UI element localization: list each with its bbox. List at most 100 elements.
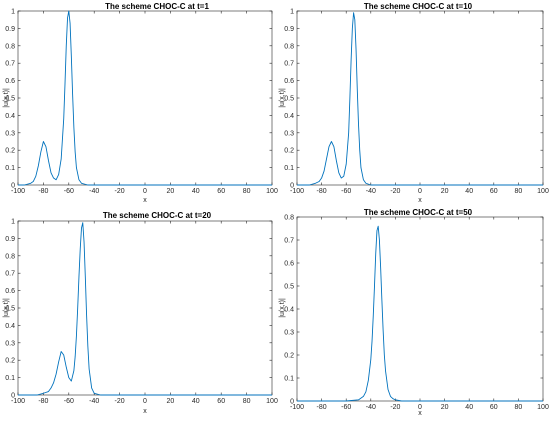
x-tick-label: -80 [317,188,327,195]
axes-frame [296,10,544,186]
y-tick-label: 0.5 [284,96,294,103]
y-tick-label: 0.2 [5,358,15,365]
series-line [18,222,272,396]
x-tick-label: 20 [441,404,449,411]
x-tick-label: 100 [266,398,278,405]
x-tick-label: 0 [143,188,147,195]
x-tick-label: -40 [89,188,99,195]
x-tick-label: 60 [490,404,498,411]
y-tick-label: 0.6 [284,261,294,268]
axes-frame [17,220,273,396]
y-tick-label: 0.3 [5,340,15,347]
y-tick-label: 0.2 [284,353,294,360]
x-tick-label: -100 [290,188,304,195]
y-tick-label: 0.6 [5,78,15,85]
panel-title: The scheme CHOC-C at t=20 [103,211,212,220]
y-tick-label: 0.4 [284,307,294,314]
panel-t20: The scheme CHOC-C at t=20 x |u(x,t)| -10… [3,211,278,415]
series-line [297,12,543,186]
panel-title: The scheme CHOC-C at t=1 [105,2,209,11]
series-line [18,10,272,186]
x-tick-label: 20 [167,398,175,405]
y-tick-label: 0 [290,183,294,190]
x-tick-label: -80 [38,188,48,195]
x-tick-label: -80 [38,398,48,405]
y-tick-label: 0.2 [284,148,294,155]
y-tick-label: 0.6 [284,78,294,85]
panel-title: The scheme CHOC-C at t=10 [364,2,473,11]
x-tick-label: 20 [167,188,175,195]
y-tick-label: 1 [11,219,15,226]
x-axis-label: x [143,408,147,415]
y-axis-label: |u(x,t)| [279,298,286,318]
y-tick-label: 0.3 [284,130,294,137]
y-tick-label: 0.7 [5,61,15,68]
x-tick-label: 20 [441,188,449,195]
y-axis-label: |u(x,t)| [3,298,10,318]
y-tick-label: 0 [290,399,294,406]
x-tick-label: -60 [341,404,351,411]
y-tick-label: 0.8 [284,215,294,222]
x-tick-label: 40 [192,398,200,405]
x-tick-label: 0 [418,404,422,411]
x-tick-label: 60 [217,188,225,195]
y-tick-label: 0.1 [284,376,294,383]
y-tick-label: 0.5 [284,284,294,291]
panel-t1: The scheme CHOC-C at t=1 x |u(x,t)| -100… [3,2,278,204]
y-tick-label: 0.7 [284,238,294,245]
y-tick-label: 1 [11,9,15,16]
x-tick-label: 0 [143,398,147,405]
x-tick-label: 40 [465,188,473,195]
x-tick-label: -100 [11,398,25,405]
x-tick-label: -20 [390,404,400,411]
x-tick-label: 0 [418,188,422,195]
axes-frame [296,216,544,402]
y-tick-label: 0.9 [5,26,15,33]
y-tick-label: 0.6 [5,288,15,295]
x-tick-label: 100 [266,188,278,195]
y-tick-label: 0.8 [284,43,294,50]
x-axis-label: x [418,197,422,204]
x-tick-label: 80 [243,188,251,195]
x-tick-label: -100 [11,188,25,195]
panel-t10: The scheme CHOC-C at t=10 x |u(x,t)| -10… [279,2,549,204]
y-tick-label: 0.8 [5,253,15,260]
x-axis-label: x [418,410,422,417]
x-tick-label: 80 [515,188,523,195]
y-tick-label: 0.2 [5,148,15,155]
x-tick-label: 100 [537,404,549,411]
x-tick-label: 40 [192,188,200,195]
x-tick-label: 40 [465,404,473,411]
x-tick-label: -60 [341,188,351,195]
y-tick-label: 0.9 [284,26,294,33]
x-tick-label: 60 [490,188,498,195]
y-tick-label: 0.3 [284,330,294,337]
x-tick-label: -100 [290,404,304,411]
x-tick-label: -40 [89,398,99,405]
x-tick-label: -20 [390,188,400,195]
y-tick-label: 0.4 [5,113,15,120]
x-tick-label: -40 [366,404,376,411]
y-tick-label: 0.3 [5,130,15,137]
x-tick-label: -80 [317,404,327,411]
y-tick-label: 0 [11,393,15,400]
y-tick-label: 0.4 [5,323,15,330]
x-tick-label: 100 [537,188,549,195]
y-tick-label: 0.7 [5,271,15,278]
x-tick-label: -20 [115,188,125,195]
y-tick-label: 0.1 [5,165,15,172]
y-tick-label: 0.1 [284,165,294,172]
x-tick-label: 80 [243,398,251,405]
y-tick-label: 0.9 [5,236,15,243]
x-tick-label: -20 [115,398,125,405]
y-tick-label: 0 [11,183,15,190]
axes-frame [17,10,273,186]
y-tick-label: 0.5 [5,96,15,103]
y-axis-label: |u(x,t)| [279,88,286,108]
x-tick-label: -60 [64,188,74,195]
x-axis-label: x [143,197,147,204]
y-tick-label: 0.5 [5,306,15,313]
x-tick-label: 80 [515,404,523,411]
x-tick-label: -40 [366,188,376,195]
